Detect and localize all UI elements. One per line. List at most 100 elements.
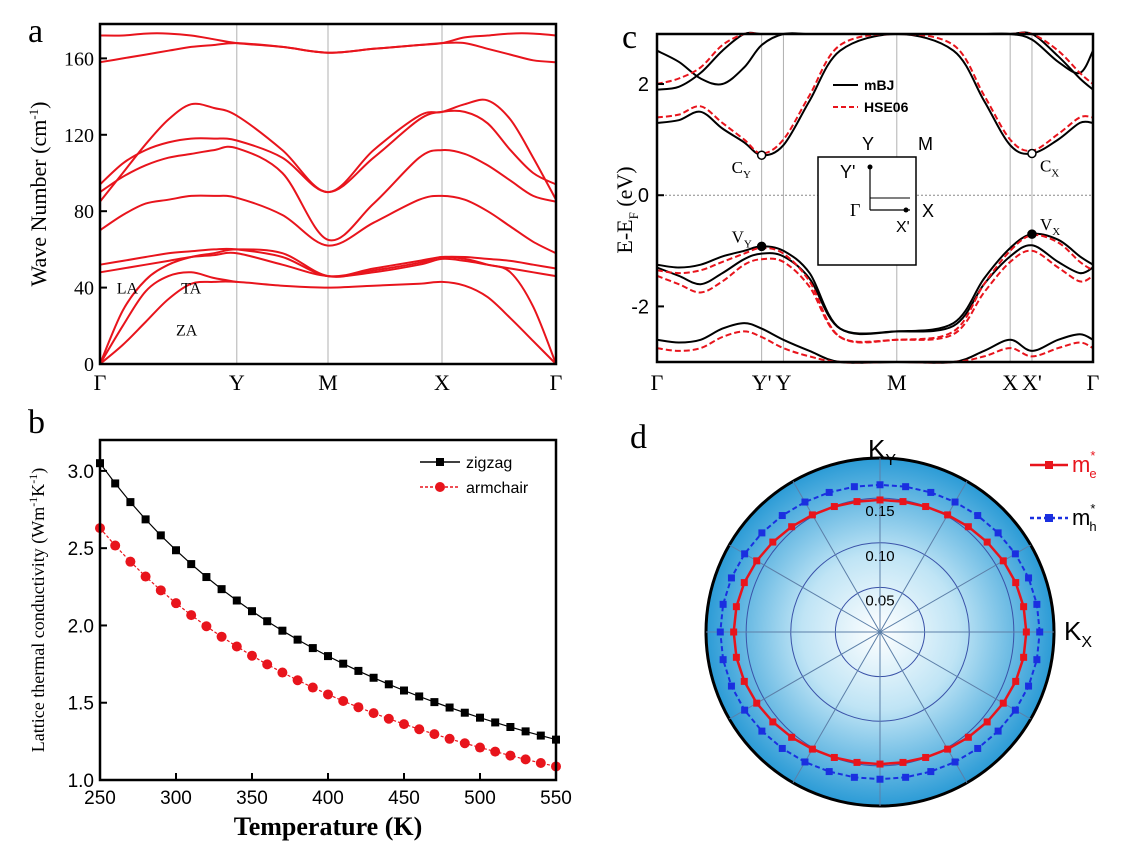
panel-a-phonon-dispersion: 0 40 80 120 160 Γ Y M X Γ Wave Number (cm-1) LA TA… (26, 22, 563, 395)
d-point-m_h (825, 768, 833, 776)
a-kpoint-label: Y (229, 370, 245, 395)
c-extremum-point (756, 150, 767, 160)
b-point-zigzag (263, 617, 272, 626)
b-point-zigzag (293, 635, 302, 644)
c-band-mBJ (656, 32, 1094, 157)
a-kpoint-label: Γ (550, 370, 563, 395)
d-angular-gridline (792, 631, 881, 783)
b-point-zigzag (141, 515, 150, 524)
panel-d-effective-mass-polar: 0.050.100.15 KY KX m* e m* h (704, 434, 1097, 808)
d-point-m_h (902, 773, 910, 781)
d-point-m_h (727, 682, 735, 690)
legend-zigzag-marker (436, 458, 444, 466)
panel-c-ylabel: E-EF (eV) (612, 166, 641, 253)
d-point-m_h (778, 744, 786, 752)
b-point-armchair (125, 556, 136, 567)
b-point-armchair (201, 621, 212, 632)
d-point-m_e (853, 498, 861, 506)
d-point-m_h (1025, 574, 1033, 582)
a-ytick-label: 160 (64, 48, 94, 70)
b-point-armchair (171, 598, 181, 609)
b-point-zigzag (476, 713, 484, 722)
d-point-m_h (850, 773, 858, 781)
b-point-zigzag (278, 626, 287, 635)
b-xtick-label: 400 (312, 788, 344, 809)
legend-me-label: m* e (1072, 448, 1097, 481)
d-point-m_e (999, 699, 1007, 707)
d-point-m_e (999, 557, 1007, 565)
d-point-m_h (927, 768, 935, 776)
b-point-zigzag (536, 731, 545, 740)
panel-c-legend: mBJ HSE06 (833, 77, 909, 115)
b-point-zigzag (506, 722, 515, 731)
a-kpoint-label: Γ (94, 370, 107, 395)
d-point-m_e (1012, 579, 1020, 587)
b-ytick-label: 3.0 (68, 462, 94, 483)
panel-b-ylabel: Lattice thermal conductivity (Wm-1K-1) (26, 468, 49, 752)
d-point-m_h (1033, 600, 1041, 608)
c-band-mBJ (656, 322, 1094, 364)
d-point-m_e (830, 753, 838, 761)
d-point-m_e (808, 745, 816, 753)
b-point-zigzag (445, 703, 454, 712)
b-xtick-label: 300 (160, 788, 192, 809)
b-point-armchair (383, 713, 394, 724)
d-point-m_h (758, 529, 766, 537)
d-point-m_e (922, 753, 930, 761)
b-point-armchair (414, 724, 425, 735)
b-point-zigzag (369, 673, 378, 682)
d-point-m_e (808, 511, 816, 519)
a-branch-O3 (99, 194, 557, 255)
b-point-armchair (368, 708, 379, 719)
b-point-armchair (505, 750, 516, 761)
c-kpoint-label: Y' (752, 370, 772, 395)
b-xtick-label: 500 (464, 788, 496, 809)
b-point-armchair (338, 695, 349, 706)
d-point-m_h (719, 600, 727, 608)
d-point-m_e (899, 498, 907, 506)
d-point-m_e (732, 653, 740, 661)
d-point-m_e (876, 496, 884, 504)
d-point-m_h (719, 656, 727, 664)
b-point-zigzag (430, 698, 439, 707)
b-xtick-label: 550 (540, 788, 572, 809)
d-point-m_h (758, 727, 766, 735)
panel-a-frame (98, 22, 558, 366)
b-point-zigzag (126, 498, 135, 507)
b-point-armchair (231, 641, 242, 652)
d-point-m_h (927, 488, 935, 496)
d-point-m_e (732, 603, 740, 611)
d-point-m_h (727, 574, 735, 582)
d-point-m_e (944, 511, 952, 519)
b-xtick-label: 450 (388, 788, 420, 809)
d-point-m_e (944, 745, 952, 753)
b-point-armchair (520, 754, 531, 765)
inset-label-y-prime: Y' (840, 162, 855, 182)
c-ytick-label: -2 (631, 296, 649, 318)
b-curve-armchair (99, 527, 557, 768)
c-extremum-point (1027, 229, 1037, 239)
b-ytick-label: 1.5 (68, 694, 94, 715)
panel-d-legend: m* e m* h (1030, 448, 1097, 534)
b-xtick-label: 350 (236, 788, 268, 809)
inset-label-gamma: Γ (850, 200, 860, 220)
a-ytick-label: 80 (74, 201, 94, 223)
brillouin-zone-inset: Y M Y' Γ X X' (817, 134, 934, 266)
d-point-m_h (825, 488, 833, 496)
a-branch-label: ZA (176, 323, 198, 340)
b-point-zigzag (187, 560, 196, 569)
b-ytick-label: 1.0 (68, 771, 94, 792)
legend-armchair-marker (435, 482, 445, 492)
legend-me-marker (1045, 461, 1053, 469)
c-band-HSE06 (656, 330, 1094, 364)
d-point-m_e (830, 503, 838, 511)
c-extremum-label: VY (732, 227, 752, 250)
a-branch-O4 (99, 145, 557, 242)
c-ytick-label: 0 (638, 185, 649, 207)
inset-label-y: Y (862, 134, 874, 154)
b-point-armchair (444, 733, 455, 744)
c-band-HSE06 (656, 32, 1094, 155)
d-point-m_e (876, 760, 884, 768)
c-band-HSE06 (656, 249, 1094, 343)
